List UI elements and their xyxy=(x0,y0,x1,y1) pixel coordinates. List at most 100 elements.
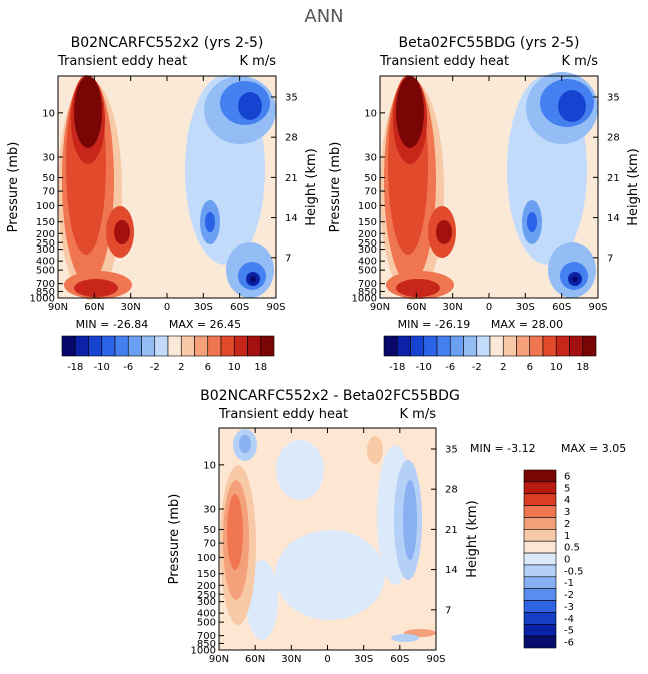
panel-3-title: B02NCARFC552x2 - Beta02FC55BDG xyxy=(200,388,460,404)
height-tick-label: 28 xyxy=(607,133,620,144)
height-tick-label: 7 xyxy=(607,253,613,264)
colorbar-label: -18 xyxy=(67,362,83,373)
y-tick-label: 200 xyxy=(358,229,377,240)
colorbar-swatch xyxy=(523,552,557,566)
colorbar-swatch xyxy=(436,335,451,357)
y-tick-label: 1000 xyxy=(30,294,55,305)
y-tick-label: 300 xyxy=(358,245,377,256)
colorbar-label: -0.5 xyxy=(564,566,584,577)
colorbar-label: -5 xyxy=(564,626,574,637)
y-tick-label: 400 xyxy=(36,257,55,268)
panel-2-field xyxy=(380,72,598,300)
x-tick-label: 60S xyxy=(552,302,571,313)
colorbar-swatch xyxy=(523,623,557,637)
x-tick-label: 30N xyxy=(281,654,301,665)
panel-3-x-ticks: 90N 60N 30N 0 30S 60S 90S xyxy=(209,428,446,665)
height-tick-label: 35 xyxy=(607,92,620,103)
height-tick-label: 28 xyxy=(445,485,458,496)
colorbar-swatch xyxy=(423,335,438,357)
x-tick-label: 0 xyxy=(486,302,492,313)
colorbar-label: -6 xyxy=(445,362,455,373)
colorbar-label: -2 xyxy=(150,362,160,373)
panel-3-height-ticks: 35 28 21 14 7 xyxy=(431,444,458,616)
y-tick-label: 50 xyxy=(42,173,55,184)
panel-1-height-ticks: 35 28 21 14 7 xyxy=(271,92,298,264)
colorbar-label: 6 xyxy=(205,362,211,373)
colorbar-label: -10 xyxy=(94,362,110,373)
colorbar-swatch xyxy=(167,335,182,357)
y-tick-label: 10 xyxy=(364,108,377,119)
y-tick-label: 250 xyxy=(197,590,216,601)
y-tick-label: 100 xyxy=(36,201,55,212)
height-tick-label: 21 xyxy=(445,525,458,536)
colorbar-label: 3 xyxy=(564,507,570,518)
y-tick-label: 10 xyxy=(42,108,55,119)
colorbar-label: -2 xyxy=(564,590,574,601)
panel-3-ylabel-right: Height (km) xyxy=(465,500,480,577)
colorbar-swatch xyxy=(449,335,464,357)
y-tick-label: 10 xyxy=(203,460,216,471)
colorbar-swatch xyxy=(523,600,557,613)
panel-2-ylabel: Pressure (mb) xyxy=(328,142,343,233)
colorbar-swatch xyxy=(463,335,478,357)
height-tick-label: 7 xyxy=(445,605,451,616)
colorbar-swatch xyxy=(383,335,398,357)
panel-2-max: MAX = 28.00 xyxy=(491,318,563,331)
y-tick-label: 850 xyxy=(36,287,55,298)
y-tick-label: 70 xyxy=(42,187,55,198)
colorbar-swatch xyxy=(555,335,570,357)
colorbar-swatch xyxy=(502,335,517,357)
colorbar-label: -6 xyxy=(564,638,574,649)
colorbar-swatch xyxy=(523,493,557,506)
height-tick-label: 21 xyxy=(607,173,620,184)
panel-1-subtitle-left: Transient eddy heat xyxy=(57,54,187,69)
x-tick-label: 90N xyxy=(370,302,390,313)
colorbar-swatch xyxy=(523,540,557,554)
y-tick-label: 200 xyxy=(36,229,55,240)
colorbar-label: 2 xyxy=(178,362,184,373)
colorbar-swatch xyxy=(260,335,275,357)
panel-2-x-ticks: 90N 60N 30N 0 30S 60S 90S xyxy=(370,76,608,313)
x-tick-label: 60S xyxy=(390,654,409,665)
y-tick-label: 70 xyxy=(364,187,377,198)
colorbar-swatch xyxy=(141,335,156,357)
y-tick-label: 250 xyxy=(36,238,55,249)
height-tick-label: 7 xyxy=(285,253,291,264)
colorbar-swatch xyxy=(220,335,235,357)
colorbar-label: -18 xyxy=(389,362,405,373)
x-tick-label: 60S xyxy=(230,302,249,313)
panel-1-colorbar: -18 -10 -6 -2 2 6 10 18 xyxy=(61,335,275,373)
colorbar-label: -4 xyxy=(564,614,574,625)
panel-2-ylabel-right: Height (km) xyxy=(626,148,641,225)
panel-1-min: MIN = -26.84 xyxy=(76,318,149,331)
x-tick-label: 90N xyxy=(48,302,68,313)
panel-2-height-ticks: 35 28 21 14 7 xyxy=(593,92,620,264)
y-tick-label: 500 xyxy=(36,266,55,277)
y-tick-label: 30 xyxy=(42,153,55,164)
y-tick-label: 500 xyxy=(197,618,216,629)
colorbar-swatch xyxy=(154,335,169,357)
panel-1-ylabel: Pressure (mb) xyxy=(6,142,21,233)
colorbar-label: 6 xyxy=(564,471,570,482)
panel-1-x-ticks: 90N 60N 30N 0 30S 60S 90S xyxy=(48,76,286,313)
colorbar-swatch xyxy=(476,335,491,357)
panel-3-max: MAX = 3.05 xyxy=(561,442,626,455)
colorbar-label: 10 xyxy=(550,362,563,373)
height-tick-label: 14 xyxy=(445,565,458,576)
panel-2-title: Beta02FC55BDG (yrs 2-5) xyxy=(398,35,579,51)
height-tick-label: 35 xyxy=(445,444,458,455)
y-tick-label: 300 xyxy=(197,597,216,608)
y-tick-label: 150 xyxy=(197,569,216,580)
colorbar-swatch xyxy=(74,335,89,357)
colorbar-label: -3 xyxy=(564,602,574,613)
colorbar-label: 10 xyxy=(228,362,241,373)
colorbar-label: 18 xyxy=(576,362,589,373)
x-tick-label: 60N xyxy=(406,302,426,313)
colorbar-swatch xyxy=(207,335,222,357)
colorbar-label: -2 xyxy=(472,362,482,373)
colorbar-swatch xyxy=(101,335,116,357)
